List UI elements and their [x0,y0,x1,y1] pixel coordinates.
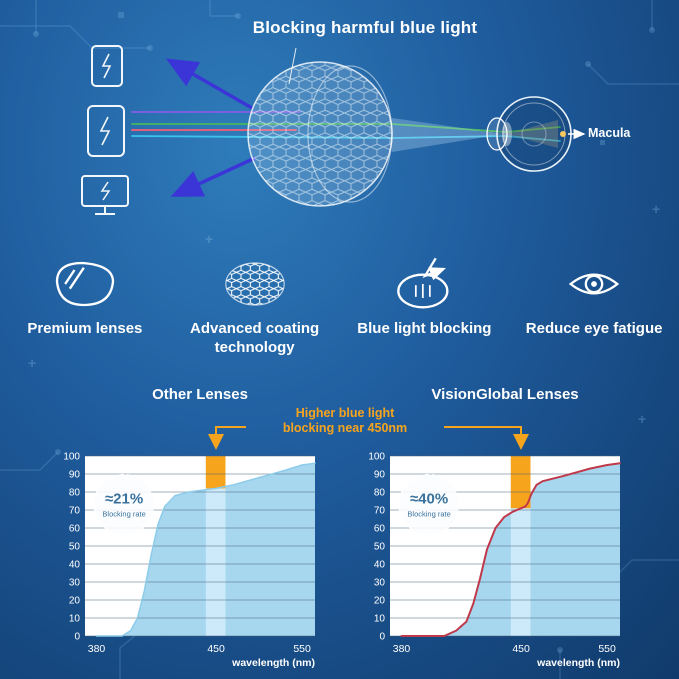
band-450nm-highlight [510,456,531,509]
blue-light-lens [247,61,393,207]
svg-text:380: 380 [393,643,411,655]
macula-spot [560,131,566,137]
svg-text:20: 20 [374,596,386,607]
svg-text:10: 10 [69,614,81,625]
feature-label: Blue light blocking [357,320,492,337]
svg-text:90: 90 [374,470,386,481]
inner-eye-beam [506,120,558,148]
svg-text:Blocking rate: Blocking rate [407,510,450,519]
blocking-area [85,463,315,636]
hero-title: Blocking harmful blue light [252,18,478,37]
svg-text:+: + [638,411,646,427]
feature-label: Advanced coating technology [190,320,320,356]
annotation-arrows [208,426,529,450]
svg-text:40: 40 [69,560,81,571]
svg-text:550: 550 [293,643,311,655]
svg-text:10: 10 [374,614,386,625]
chart-title-other-lenses: Other Lenses [152,386,248,403]
svg-text:+: + [28,355,36,371]
title-pointer-line [288,47,297,85]
feature-row: Premium lenses Advanced coating technolo… [0,256,679,358]
blocking-area [390,463,620,636]
monitor-icon [81,175,129,215]
feature-premium-lenses: Premium lenses [0,256,170,358]
svg-text:70: 70 [69,506,81,517]
feature-blue-light-blocking: Blue light blocking [340,256,510,358]
svg-text:90: 90 [69,470,81,481]
svg-text:550: 550 [598,643,616,655]
svg-text:60: 60 [69,524,81,535]
blocking-curve [400,462,621,637]
annotation-arrow-left [208,426,246,450]
chart-svg: ≈21% Blocking rate 0 10 20 30 40 50 60 70 80 90 10… [63,452,316,669]
higher-blocking-annotation: Higher blue light blocking near 450nm [250,406,440,436]
feature-advanced-coating: Advanced coating technology [170,256,340,358]
svg-text:80: 80 [69,488,81,499]
svg-text:40: 40 [374,560,386,571]
band-450nm-highlight [205,456,226,489]
lens-icon [55,261,115,307]
svg-text:0: 0 [74,632,80,643]
svg-text:80: 80 [374,488,386,499]
svg-text:≈40%: ≈40% [410,491,448,508]
macula-label: Macula [588,126,631,140]
svg-text:50: 50 [69,542,81,553]
eye-diagram [486,96,586,172]
svg-text:0: 0 [379,632,385,643]
reflected-blue-light-arrows [165,58,256,197]
feature-label: Reduce eye fatigue [525,320,663,337]
chart-svg: ≈40% Blocking rate 0 10 20 30 40 50 60 70 80 90 10… [368,452,621,669]
smartphone-icon [87,105,125,157]
annotation-arrow-right [444,426,529,450]
tablet-icon [91,45,123,87]
svg-text:≈21%: ≈21% [105,491,143,508]
blocking-rate-badge: ≈40% Blocking rate [398,473,460,536]
svg-text:60: 60 [374,524,386,535]
blocking-rate-badge: ≈21% Blocking rate [93,473,155,536]
svg-text:30: 30 [69,578,81,589]
svg-text:380: 380 [88,643,106,655]
svg-text:+: + [652,201,660,217]
focused-beam [392,118,504,152]
chart-other-lenses: ≈21% Blocking rate 0 10 20 30 40 50 60 70 80 90 10… [55,450,320,670]
chart-visionglobal-lenses: ≈40% Blocking rate 0 10 20 30 40 50 60 70 80 90 10… [360,450,625,670]
feature-label: Premium lenses [27,320,143,337]
svg-text:100: 100 [368,452,385,463]
x-axis-label: wavelength (nm) [536,657,620,669]
x-axis-label: wavelength (nm) [231,657,315,669]
svg-text:70: 70 [374,506,386,517]
svg-text:20: 20 [69,596,81,607]
svg-text:50: 50 [374,542,386,553]
svg-text:450: 450 [512,643,530,655]
hero-diagram [81,45,586,215]
annotation-line-2: blocking near 450nm [282,421,408,435]
svg-text:100: 100 [63,452,80,463]
annotation-line-1: Higher blue light [295,406,395,420]
svg-text:30: 30 [374,578,386,589]
coating-icon [224,262,285,306]
svg-text:Blocking rate: Blocking rate [102,510,145,519]
feature-reduce-eye-fatigue: Reduce eye fatigue [509,256,679,358]
chart-title-visionglobal-lenses: VisionGlobal Lenses [431,386,579,403]
svg-text:450: 450 [207,643,225,655]
blocking-curve [95,462,316,637]
svg-text:+: + [205,231,213,247]
eye-icon [568,273,620,295]
blue-light-blocking-icon [397,257,449,309]
